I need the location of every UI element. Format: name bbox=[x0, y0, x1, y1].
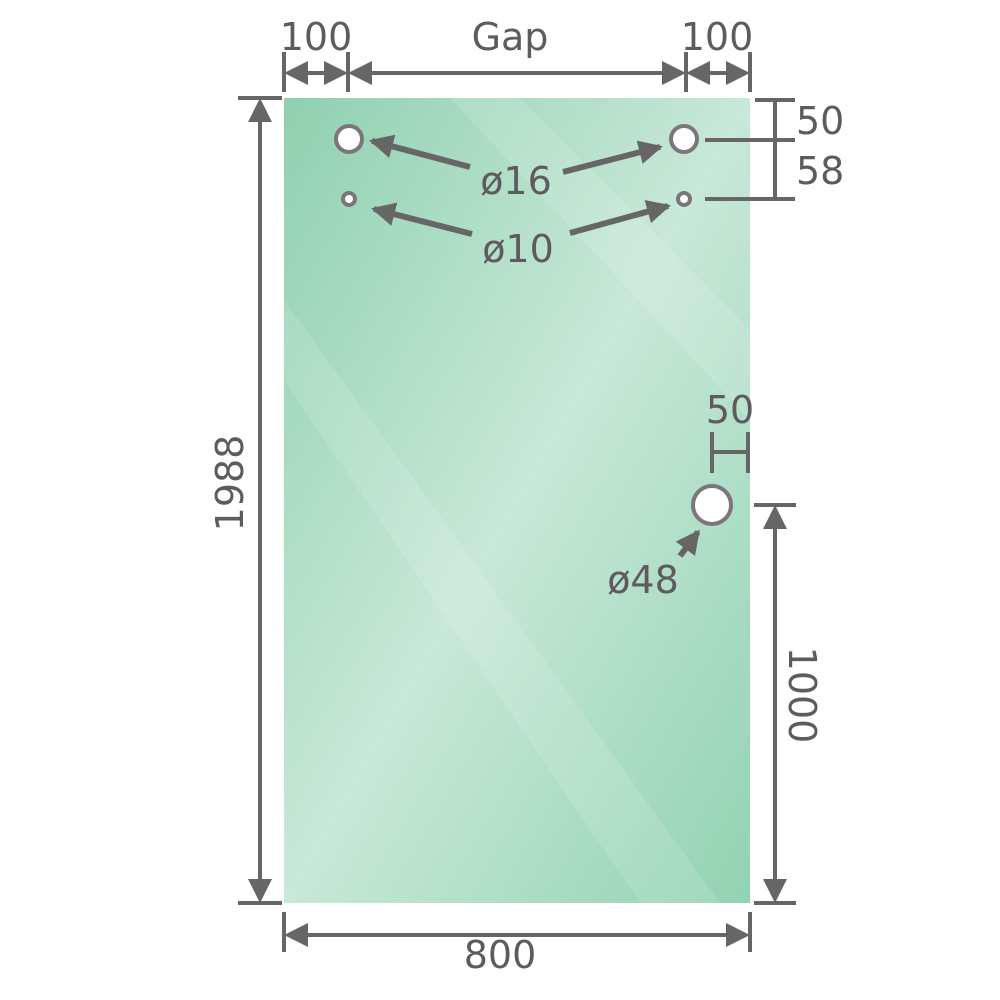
glass-reflections bbox=[284, 98, 750, 903]
lower-hole-diameter-label: ø10 bbox=[482, 227, 554, 271]
handle-height-dimension bbox=[754, 503, 796, 905]
upper-hole-diameter-label: ø16 bbox=[480, 159, 552, 203]
lower-right-hole bbox=[676, 191, 692, 207]
handle-edge-dimension bbox=[710, 432, 750, 473]
handle-edge-offset-label: 50 bbox=[706, 388, 754, 432]
left-offset-label: 100 bbox=[280, 15, 353, 59]
handle-hole bbox=[691, 484, 733, 526]
handle-hole-diameter-label: ø48 bbox=[607, 558, 679, 602]
width-dimension bbox=[282, 912, 752, 952]
height-dimension bbox=[238, 96, 282, 905]
hole-spacing-dimension bbox=[705, 98, 795, 201]
handle-height-label: 1000 bbox=[780, 647, 824, 744]
right-offset-label: 100 bbox=[681, 15, 754, 59]
lower-left-hole bbox=[341, 191, 357, 207]
gap-label: Gap bbox=[472, 15, 549, 59]
top-to-upper-holes-label: 50 bbox=[796, 99, 844, 143]
width-label: 800 bbox=[464, 933, 537, 977]
upper-right-hole bbox=[669, 124, 699, 154]
upper-left-hole bbox=[334, 124, 364, 154]
height-label: 1988 bbox=[208, 435, 252, 532]
hole-pointer-arrows bbox=[369, 134, 671, 237]
top-dimension bbox=[282, 52, 752, 92]
handle-hole-arrow bbox=[675, 529, 701, 558]
upper-to-lower-holes-label: 58 bbox=[796, 149, 844, 193]
glass-panel bbox=[284, 98, 750, 903]
